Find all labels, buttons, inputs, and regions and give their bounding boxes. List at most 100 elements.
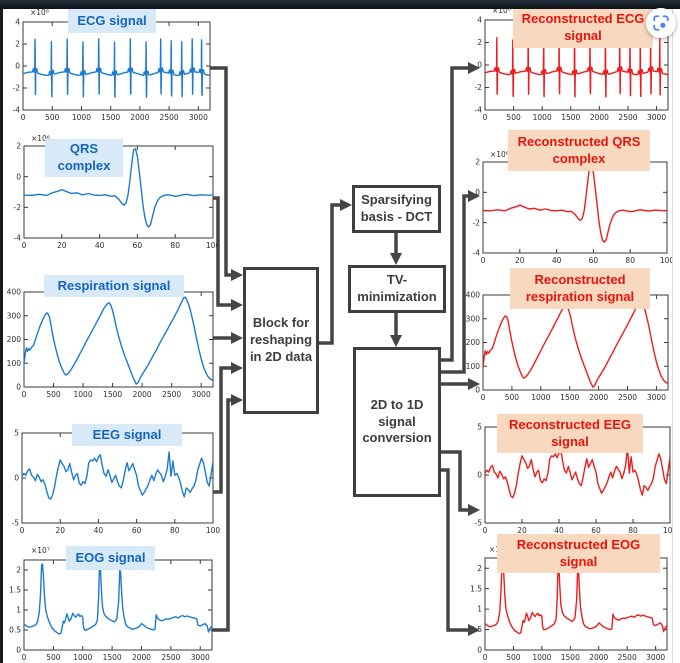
connector-conv-to-recon-qrs bbox=[440, 194, 469, 374]
x-tick-label: 100 bbox=[663, 526, 678, 535]
plot-title-ecg: ECG signal bbox=[68, 9, 156, 33]
x-tick-label: 40 bbox=[95, 241, 105, 250]
x-tick-label: 20 bbox=[515, 256, 525, 265]
x-tick-label: 0 bbox=[481, 393, 486, 402]
plot-eeg: 0 20 40 60 80 100-505 bbox=[12, 429, 221, 535]
connector-eeg-to-reshape bbox=[213, 366, 233, 494]
y-tick-label: -2 bbox=[473, 218, 481, 227]
top-bar bbox=[0, 0, 680, 9]
plot-title-qrs: QRS complex bbox=[45, 139, 123, 177]
axis-exponent-label: ×10⁶ bbox=[492, 6, 511, 15]
y-tick-label: 0 bbox=[477, 646, 482, 655]
x-tick-label: 2000 bbox=[589, 653, 608, 662]
x-tick-label: 0 bbox=[21, 113, 26, 122]
axes-box bbox=[482, 294, 669, 391]
y-tick-label: 4 bbox=[477, 16, 482, 25]
signal-trace-qrs bbox=[24, 148, 213, 228]
connector-ecg-to-reshape bbox=[210, 66, 233, 277]
flow-box-tv-minimization: TV- minimization bbox=[348, 265, 446, 313]
y-tick-label: 5 bbox=[477, 423, 482, 432]
y-tick-label: 300 bbox=[466, 314, 481, 323]
y-tick-label: 0 bbox=[16, 172, 21, 181]
x-tick-label: 500 bbox=[506, 113, 521, 122]
y-tick-label: 100 bbox=[7, 359, 22, 368]
y-tick-label: 200 bbox=[466, 338, 481, 347]
y-tick-label: 400 bbox=[7, 288, 22, 297]
x-tick-label: 1000 bbox=[74, 390, 93, 399]
y-tick-label: 2 bbox=[475, 158, 480, 167]
y-tick-label: 0 bbox=[16, 646, 21, 655]
x-tick-label: 0 bbox=[483, 113, 488, 122]
x-tick-label: 3000 bbox=[646, 653, 665, 662]
arrowhead-resp-to-reshape bbox=[231, 332, 243, 344]
y-tick-label: 5 bbox=[14, 429, 19, 438]
x-tick-label: 1500 bbox=[101, 113, 120, 122]
arrowhead-eeg-to-reshape bbox=[231, 362, 243, 374]
x-tick-label: 40 bbox=[554, 526, 564, 535]
y-tick-label: -4 bbox=[473, 249, 481, 258]
plot-title-reconstructed-eog: Reconstructed EOG signal bbox=[497, 534, 660, 573]
x-tick-label: 2500 bbox=[162, 390, 181, 399]
y-tick-label: 1.5 bbox=[9, 586, 21, 595]
y-tick-label: 2 bbox=[477, 38, 482, 47]
right-gutter bbox=[672, 9, 680, 663]
x-tick-label: 1000 bbox=[532, 653, 551, 662]
axes-box bbox=[23, 291, 214, 388]
x-tick-label: 40 bbox=[552, 256, 562, 265]
plot-title-reconstructed-eeg: Reconstructed EEG signal bbox=[497, 414, 643, 453]
y-tick-label: 0 bbox=[477, 471, 482, 480]
x-tick-label: 500 bbox=[505, 393, 520, 402]
x-tick-label: 0 bbox=[20, 526, 25, 535]
x-tick-label: 100 bbox=[206, 526, 221, 535]
x-tick-label: 3000 bbox=[647, 393, 666, 402]
y-tick-label: 0 bbox=[475, 188, 480, 197]
arrowhead-conv-to-recon-eeg bbox=[468, 504, 480, 516]
y-tick-label: 0.5 bbox=[9, 626, 21, 635]
y-tick-label: -2 bbox=[475, 83, 483, 92]
y-tick-label: 2 bbox=[15, 40, 20, 49]
x-tick-label: 1500 bbox=[103, 390, 122, 399]
y-tick-label: -4 bbox=[475, 106, 483, 115]
y-tick-label: 1.5 bbox=[470, 584, 482, 593]
axes-box bbox=[21, 432, 214, 524]
x-tick-label: 80 bbox=[625, 256, 635, 265]
axis-exponent-label: ×10⁶ bbox=[31, 134, 50, 143]
x-tick-label: 2000 bbox=[130, 113, 149, 122]
signal-trace-ecg bbox=[23, 38, 210, 98]
plot-ecg: 0 500 1000 1500 2000 2500 3000 -4 -2 0 2 4 ×10⁶ bbox=[13, 8, 211, 122]
axes-box bbox=[22, 21, 211, 111]
y-tick-label: -2 bbox=[13, 84, 21, 93]
arrowhead-ecg-to-reshape bbox=[231, 269, 243, 281]
plot-title-eeg: EEG signal bbox=[72, 424, 182, 446]
x-tick-label: 1500 bbox=[560, 393, 579, 402]
y-tick-label: 0 bbox=[477, 61, 482, 70]
x-tick-label: 100 bbox=[660, 256, 675, 265]
x-tick-label: 0 bbox=[483, 526, 488, 535]
arrowhead-conv-to-recon-ecg bbox=[468, 62, 480, 74]
x-tick-label: 3000 bbox=[192, 390, 211, 399]
google-lens-button[interactable] bbox=[646, 8, 676, 38]
plot-title-reconstructed-ecg: Reconstructed ECG signal bbox=[513, 7, 653, 48]
x-tick-label: 0 bbox=[22, 390, 27, 399]
plot-title-reconstructed-respiration: Reconstructed respiration signal bbox=[510, 268, 650, 309]
y-tick-label: 2 bbox=[477, 564, 482, 573]
plot-title-respiration: Respiration signal bbox=[44, 275, 184, 297]
arrowhead-conv-to-recon-qrs bbox=[468, 190, 480, 202]
connector-conv-to-recon-ecg bbox=[440, 66, 469, 362]
x-tick-label: 100 bbox=[206, 241, 221, 250]
x-tick-label: 2000 bbox=[132, 653, 151, 662]
x-tick-label: 80 bbox=[170, 241, 180, 250]
x-tick-label: 3000 bbox=[189, 113, 208, 122]
plot-title-eog: EOG signal bbox=[66, 546, 155, 570]
y-tick-label: 200 bbox=[7, 335, 22, 344]
y-tick-label: 0 bbox=[16, 383, 21, 392]
arrowhead-dct-to-tv bbox=[390, 253, 402, 265]
x-tick-label: 2500 bbox=[618, 113, 637, 122]
y-tick-label: 0 bbox=[15, 62, 20, 71]
plot-resp: 0 500 1000 1500 2000 2500 3000 0 100 200 300 400 bbox=[7, 288, 214, 399]
plot-title-reconstructed-qrs: Reconstructed QRS complex bbox=[508, 130, 650, 171]
x-tick-label: 1500 bbox=[103, 653, 122, 662]
x-tick-label: 2000 bbox=[589, 393, 608, 402]
arrowhead-eog-to-reshape bbox=[231, 394, 243, 406]
